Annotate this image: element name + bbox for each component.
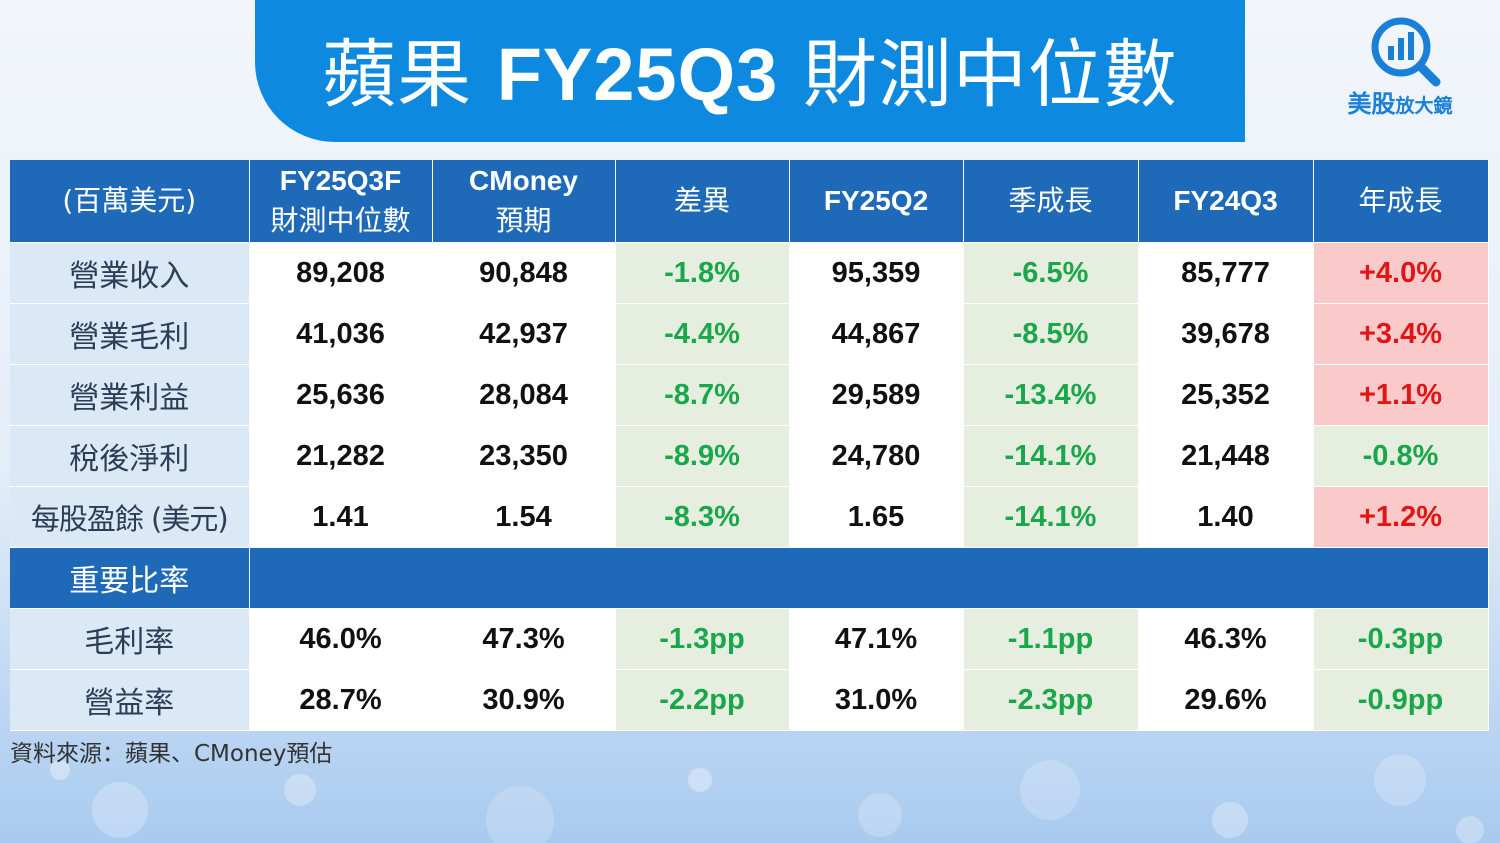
- cell-fy25q3f: 46.0%: [249, 608, 433, 670]
- table-header-row: (百萬美元) FY25Q3F 財測中位數 CMoney 預期 差異 FY25Q2 季…: [10, 160, 1489, 243]
- cell-fy25q3f: 25,636: [249, 364, 433, 426]
- row-label: 營業毛利: [10, 303, 250, 365]
- table-row: 每股盈餘 (美元) 1.41 1.54 -8.3% 1.65 -14.1% 1.…: [10, 486, 1489, 548]
- brand-name-sub: 放大鏡: [1395, 95, 1453, 117]
- brand-logo: 美股放大鏡: [1320, 84, 1480, 119]
- cell-cmoney: 1.54: [432, 486, 616, 548]
- header-fy25q3f: FY25Q3F 財測中位數: [249, 160, 433, 243]
- cell-diff: -1.3pp: [615, 608, 790, 670]
- cell-fy25q3f: 21,282: [249, 425, 433, 487]
- title-period: FY25Q3: [496, 33, 779, 116]
- title-prefix: 蘋果: [322, 32, 497, 118]
- row-label: 每股盈餘 (美元): [10, 486, 250, 548]
- title-banner: [255, 0, 1245, 142]
- cell-qoq: -1.1pp: [963, 608, 1139, 670]
- cell-fy24q3: 21,448: [1138, 425, 1314, 487]
- cell-qoq: -6.5%: [963, 242, 1139, 304]
- cell-fy24q3: 29.6%: [1138, 669, 1314, 731]
- cell-diff: -1.8%: [615, 242, 790, 304]
- cell-fy25q2: 95,359: [789, 242, 964, 304]
- header-diff: 差異: [615, 160, 790, 243]
- cell-yoy: +4.0%: [1313, 242, 1489, 304]
- header-fy25q2: FY25Q2: [789, 160, 964, 243]
- header-unit: (百萬美元): [10, 160, 250, 243]
- header-cmoney: CMoney 預期: [432, 160, 616, 243]
- cell-fy25q3f: 89,208: [249, 242, 433, 304]
- cell-diff: -8.3%: [615, 486, 790, 548]
- cell-qoq: -14.1%: [963, 425, 1139, 487]
- cell-yoy: -0.9pp: [1313, 669, 1489, 731]
- cell-yoy: +3.4%: [1313, 303, 1489, 365]
- title-suffix: 財測中位數: [778, 32, 1178, 118]
- cell-fy24q3: 85,777: [1138, 242, 1314, 304]
- cell-diff: -2.2pp: [615, 669, 790, 731]
- cell-fy25q3f: 28.7%: [249, 669, 433, 731]
- row-label: 稅後淨利: [10, 425, 250, 487]
- row-label: 營業利益: [10, 364, 250, 426]
- row-label: 毛利率: [10, 608, 250, 670]
- cell-qoq: -8.5%: [963, 303, 1139, 365]
- cell-qoq: -14.1%: [963, 486, 1139, 548]
- table-row: 營業利益 25,636 28,084 -8.7% 29,589 -13.4% 2…: [10, 364, 1489, 426]
- cell-fy25q2: 44,867: [789, 303, 964, 365]
- header-cmoney-line1: CMoney: [469, 165, 578, 196]
- section-header-row: 重要比率: [10, 547, 1489, 609]
- table-row: 營益率 28.7% 30.9% -2.2pp 31.0% -2.3pp 29.6…: [10, 669, 1489, 731]
- cell-fy24q3: 39,678: [1138, 303, 1314, 365]
- cell-yoy: +1.1%: [1313, 364, 1489, 426]
- cell-fy24q3: 1.40: [1138, 486, 1314, 548]
- header-yoy: 年成長: [1313, 160, 1489, 243]
- financial-forecast-table: (百萬美元) FY25Q3F 財測中位數 CMoney 預期 差異 FY25Q2 季…: [10, 160, 1489, 731]
- cell-fy25q2: 24,780: [789, 425, 964, 487]
- cell-qoq: -13.4%: [963, 364, 1139, 426]
- row-label: 營業收入: [10, 242, 250, 304]
- header-fy24q3: FY24Q3: [1138, 160, 1314, 243]
- cell-yoy: +1.2%: [1313, 486, 1489, 548]
- cell-qoq: -2.3pp: [963, 669, 1139, 731]
- source-note: 資料來源：蘋果、CMoney預估: [10, 741, 333, 767]
- cell-yoy: -0.3pp: [1313, 608, 1489, 670]
- table-row: 稅後淨利 21,282 23,350 -8.9% 24,780 -14.1% 2…: [10, 425, 1489, 487]
- cell-fy25q2: 47.1%: [789, 608, 964, 670]
- cell-yoy: -0.8%: [1313, 425, 1489, 487]
- table-row: 毛利率 46.0% 47.3% -1.3pp 47.1% -1.1pp 46.3…: [10, 608, 1489, 670]
- section-fill: [249, 547, 1489, 609]
- cell-diff: -8.7%: [615, 364, 790, 426]
- header-qoq: 季成長: [963, 160, 1139, 243]
- header-fy25q3f-line1: FY25Q3F: [279, 165, 402, 196]
- section-label: 重要比率: [10, 547, 250, 609]
- cell-diff: -8.9%: [615, 425, 790, 487]
- cell-fy25q3f: 41,036: [249, 303, 433, 365]
- cell-cmoney: 23,350: [432, 425, 616, 487]
- cell-fy25q3f: 1.41: [249, 486, 433, 548]
- cell-fy24q3: 25,352: [1138, 364, 1314, 426]
- cell-fy25q2: 1.65: [789, 486, 964, 548]
- cell-fy25q2: 29,589: [789, 364, 964, 426]
- cell-cmoney: 28,084: [432, 364, 616, 426]
- header-cmoney-line2: 預期: [495, 204, 552, 237]
- row-label: 營益率: [10, 669, 250, 731]
- cell-fy24q3: 46.3%: [1138, 608, 1314, 670]
- cell-cmoney: 42,937: [432, 303, 616, 365]
- cell-cmoney: 47.3%: [432, 608, 616, 670]
- cell-diff: -4.4%: [615, 303, 790, 365]
- table-row: 營業收入 89,208 90,848 -1.8% 95,359 -6.5% 85…: [10, 242, 1489, 304]
- header-fy25q3f-line2: 財測中位數: [270, 204, 411, 237]
- cell-fy25q2: 31.0%: [789, 669, 964, 731]
- page-title: 蘋果 FY25Q3 財測中位數: [255, 25, 1245, 125]
- cell-cmoney: 90,848: [432, 242, 616, 304]
- brand-name-main: 美股: [1347, 90, 1396, 118]
- table-row: 營業毛利 41,036 42,937 -4.4% 44,867 -8.5% 39…: [10, 303, 1489, 365]
- magnifier-bar-chart-icon: [1371, 17, 1441, 87]
- cell-cmoney: 30.9%: [432, 669, 616, 731]
